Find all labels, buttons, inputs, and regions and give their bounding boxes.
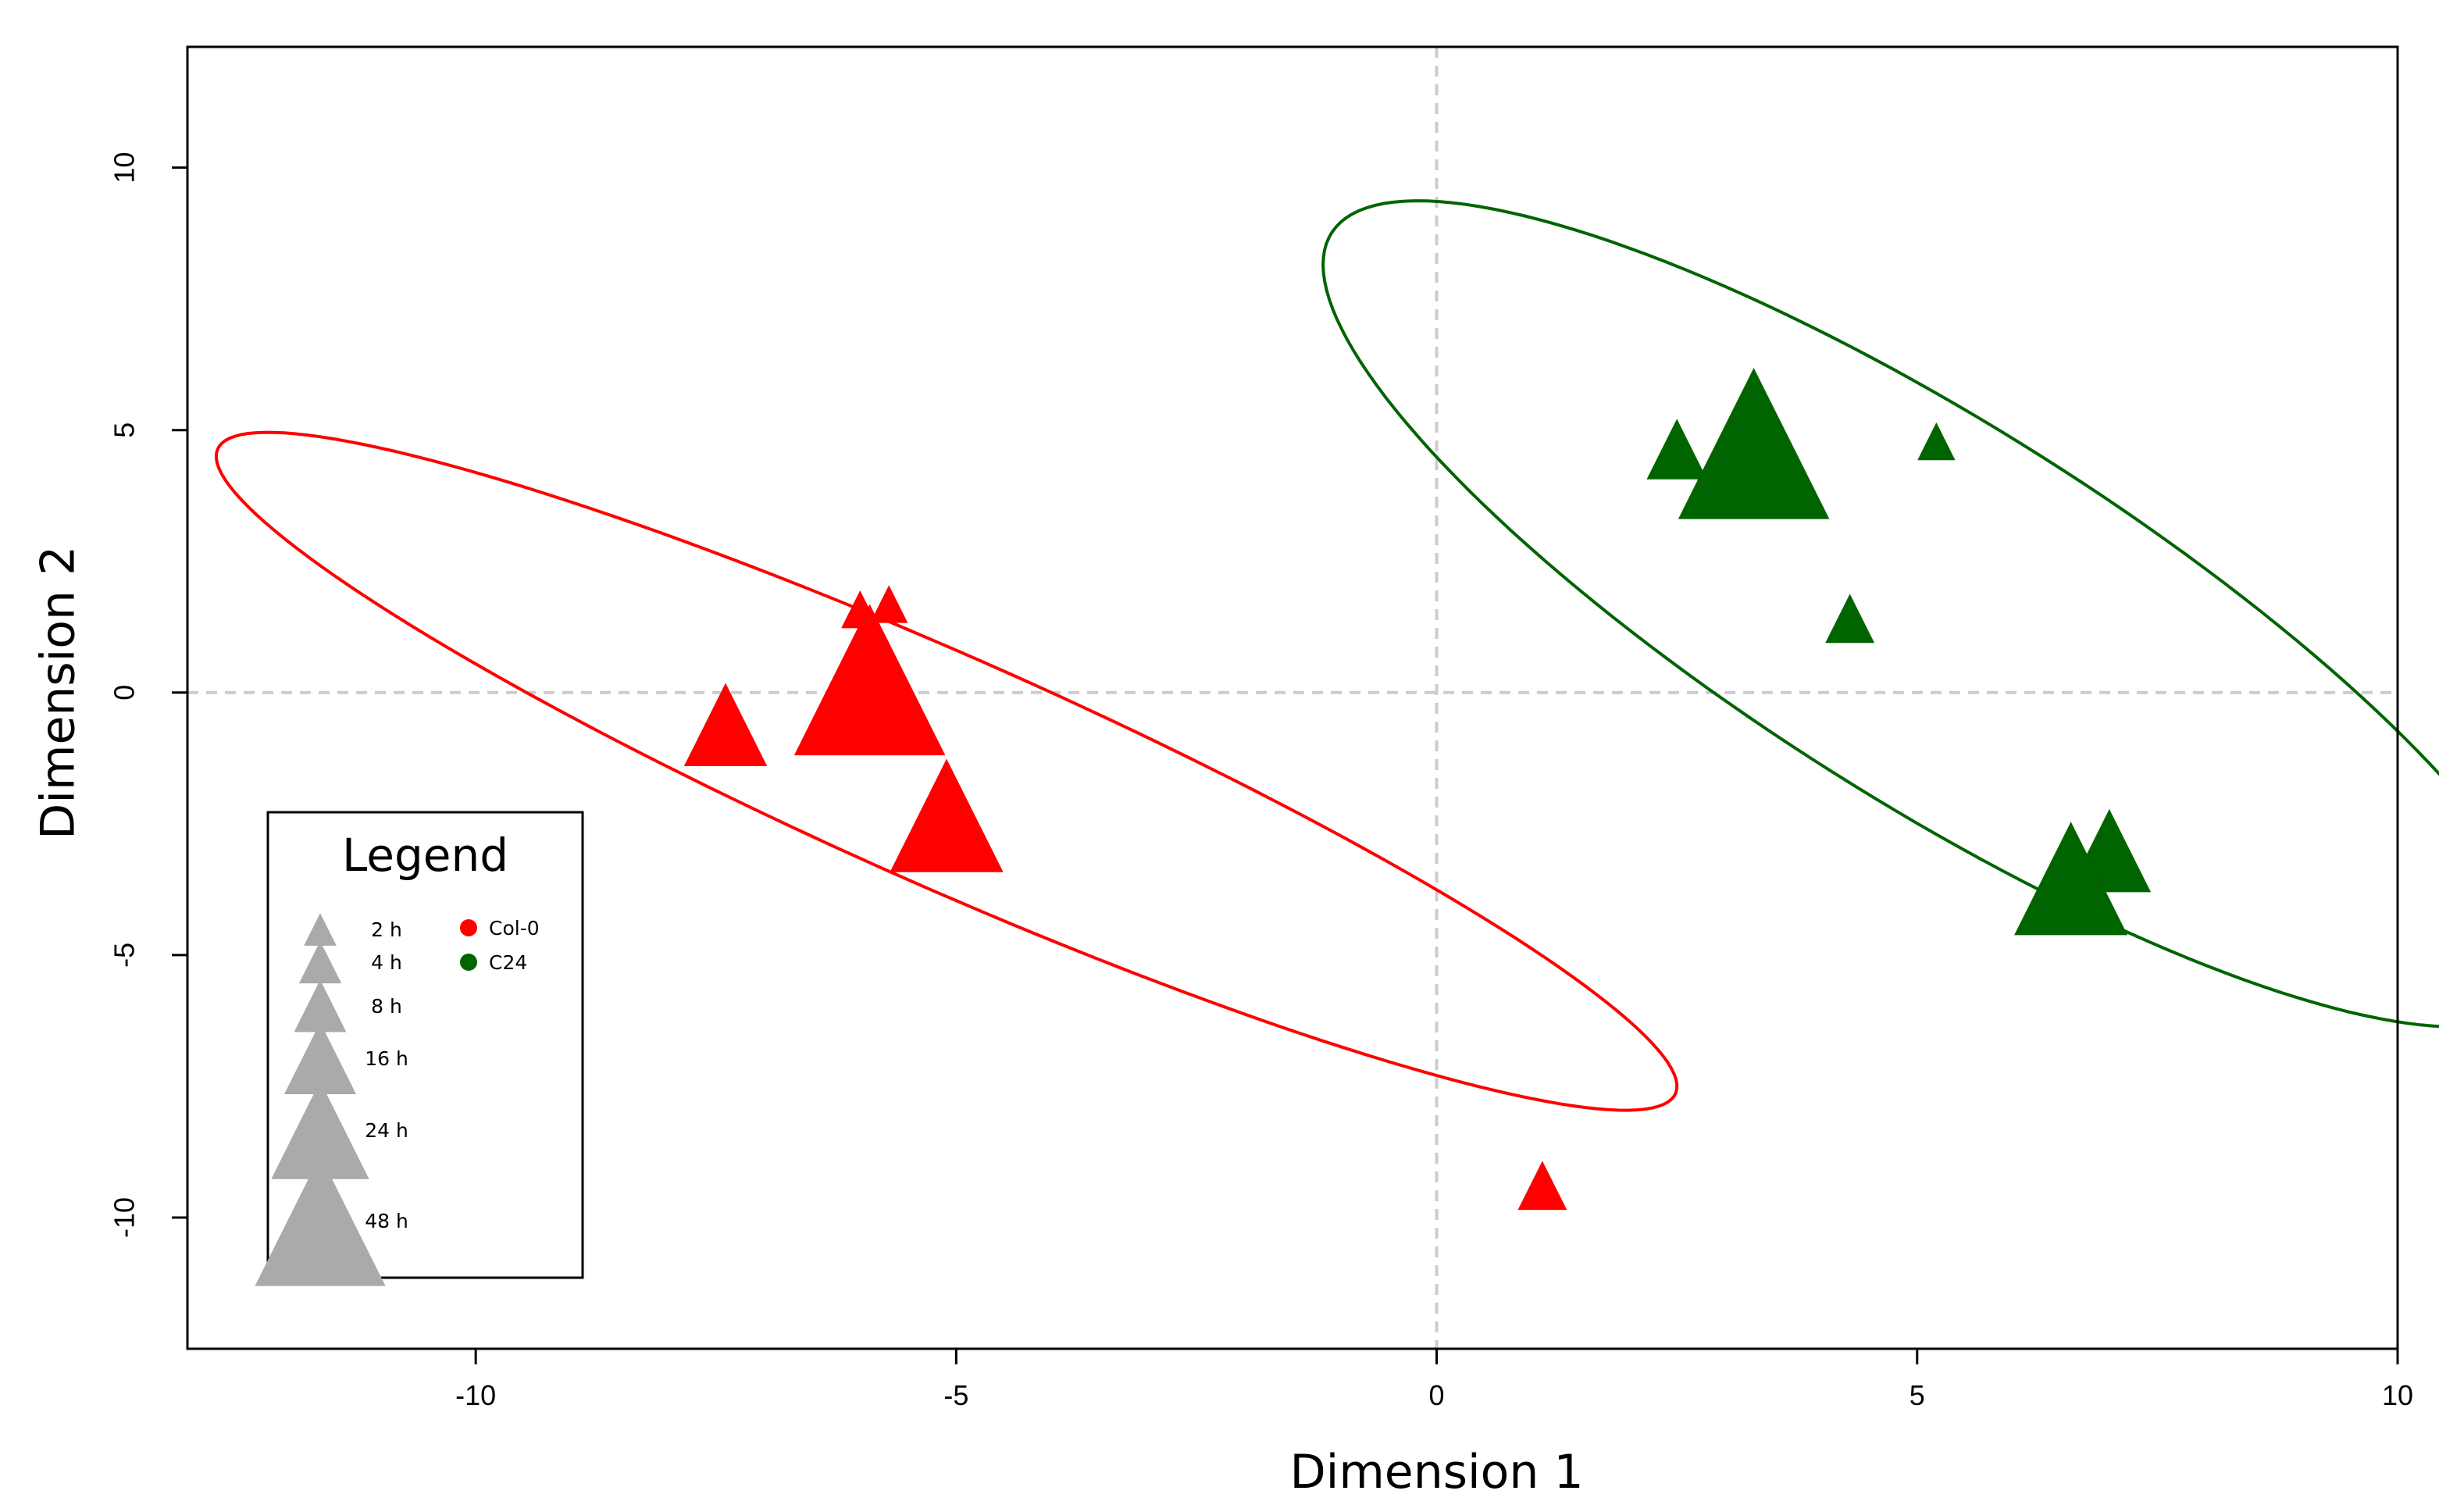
legend-size-marker-2h (304, 913, 337, 946)
legend-size-label: 4 h (371, 951, 402, 974)
legend: Legend 2 h 4 h 8 h 16 h 24 h 48 h Col-0 C24 (255, 811, 584, 1286)
point-c24-4 (1678, 367, 1830, 519)
legend-size-marker-4h (298, 940, 342, 984)
point-c24-6 (2014, 822, 2128, 936)
data-points (683, 367, 2152, 1211)
x-tick-label: 0 (1429, 1379, 1445, 1411)
reference-lines (187, 47, 2398, 1349)
point-col-0-5 (793, 604, 946, 756)
point-col-0-4 (890, 758, 1004, 872)
x-tick-label: -5 (943, 1379, 968, 1411)
legend-group-marker-c24 (460, 954, 477, 971)
legend-size-marker-48h (255, 1155, 386, 1286)
y-tick-label: -5 (109, 943, 141, 968)
y-axis-title: Dimension 2 (31, 546, 86, 840)
legend-size-label: 48 h (365, 1210, 408, 1232)
point-col-0-2 (870, 585, 908, 623)
x-tick-label: -10 (455, 1379, 496, 1411)
y-axis: -10 -5 0 5 10 (109, 152, 187, 1238)
legend-size-label: 16 h (365, 1047, 408, 1070)
ellipse-col-0 (215, 430, 1679, 1112)
legend-size-entries: 2 h 4 h 8 h 16 h 24 h 48 h (255, 913, 408, 1286)
legend-group-label: C24 (489, 951, 527, 974)
point-c24-3 (1825, 594, 1875, 644)
point-col-0-3 (683, 683, 768, 767)
point-c24-1 (1917, 422, 1956, 461)
y-tick-label: 10 (109, 152, 141, 184)
x-tick-label: 10 (2382, 1379, 2413, 1411)
legend-title: Legend (342, 829, 508, 882)
legend-group-entries: Col-0 C24 (460, 917, 540, 974)
point-col-0-6 (1517, 1161, 1567, 1211)
y-tick-label: 5 (109, 423, 141, 438)
y-tick-label: 0 (109, 685, 141, 701)
legend-group-label: Col-0 (489, 917, 540, 940)
legend-size-marker-8h (294, 979, 347, 1032)
plot-frame (186, 45, 2399, 1350)
x-axis-title: Dimension 1 (1289, 1445, 1583, 1500)
x-axis: -10 -5 0 5 10 (455, 1349, 2413, 1411)
legend-size-marker-24h (271, 1081, 369, 1179)
legend-group-marker-col-0 (460, 919, 477, 936)
x-tick-label: 5 (1909, 1379, 1925, 1411)
legend-size-label: 24 h (365, 1119, 408, 1142)
y-tick-label: -10 (109, 1197, 141, 1238)
point-c24-2 (1646, 419, 1707, 480)
legend-size-label: 2 h (371, 918, 402, 941)
legend-size-label: 8 h (371, 995, 402, 1018)
legend-size-marker-16h (284, 1022, 356, 1094)
